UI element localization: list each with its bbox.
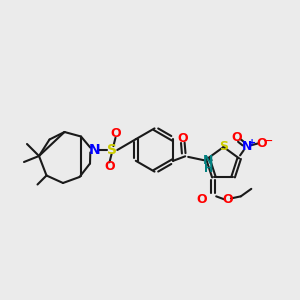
Text: O: O bbox=[256, 137, 267, 150]
Text: O: O bbox=[177, 132, 188, 145]
Text: N: N bbox=[202, 154, 213, 167]
Text: O: O bbox=[104, 160, 115, 173]
Text: O: O bbox=[196, 193, 207, 206]
Text: O: O bbox=[222, 193, 232, 206]
Text: H: H bbox=[204, 164, 213, 174]
Text: N: N bbox=[89, 143, 100, 157]
Text: N: N bbox=[242, 140, 252, 153]
Text: S: S bbox=[219, 140, 228, 154]
Text: −: − bbox=[262, 135, 273, 148]
Text: O: O bbox=[231, 131, 242, 144]
Text: +: + bbox=[248, 138, 256, 148]
Text: S: S bbox=[107, 143, 118, 157]
Text: O: O bbox=[110, 127, 121, 140]
